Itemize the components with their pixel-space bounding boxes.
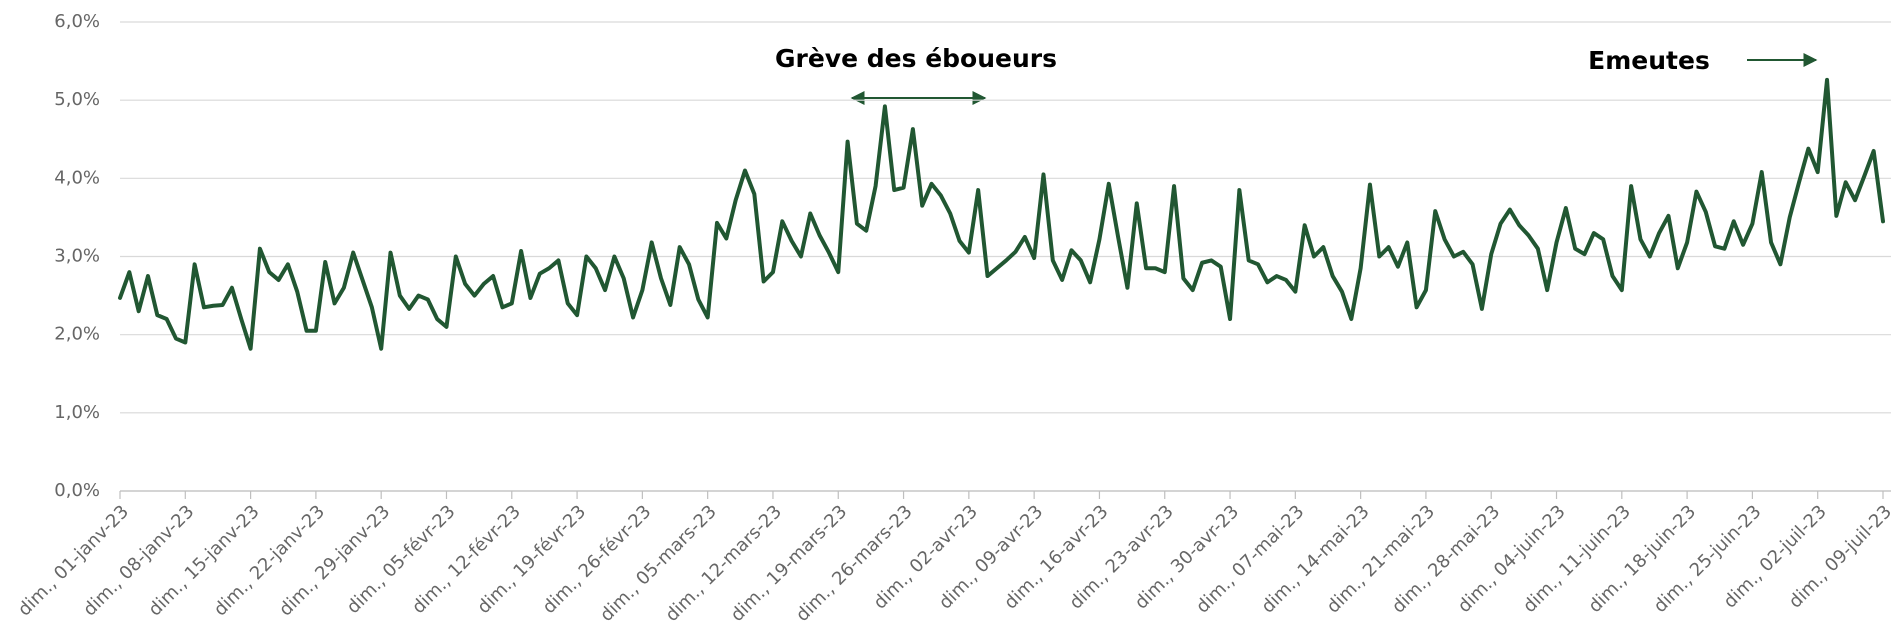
x-tick-label: dim., 26-mars-23 [792, 501, 917, 626]
annotation: Emeutes [1588, 46, 1710, 75]
data-line [118, 77, 1885, 351]
x-tick-label: dim., 15-janv-23 [144, 501, 263, 620]
x-tick-label: dim., 12-mars-23 [661, 501, 786, 626]
y-tick-label: 3,0% [54, 246, 100, 267]
y-tick-label: 5,0% [54, 89, 100, 110]
x-tick-label: dim., 19-févr-23 [473, 501, 590, 618]
x-tick-label: dim., 05-mars-23 [596, 501, 721, 626]
annotation: Grève des éboueurs [775, 44, 1057, 73]
x-tick-label: dim., 29-janv-23 [275, 501, 394, 620]
x-tick-label: dim., 19-mars-23 [727, 501, 852, 626]
x-tick-label: dim., 05-févr-23 [343, 501, 460, 618]
y-tick-label: 2,0% [54, 324, 100, 345]
y-tick-label: 4,0% [54, 167, 100, 188]
x-tick-label: dim., 12-févr-23 [408, 501, 525, 618]
y-tick-label: 1,0% [54, 402, 100, 423]
x-tick-label: dim., 08-janv-23 [79, 501, 198, 620]
x-tick-label: dim., 22-janv-23 [210, 501, 329, 620]
x-tick-label: dim., 01-janv-23 [14, 501, 133, 620]
x-tick-label: dim., 26-févr-23 [539, 501, 656, 618]
y-tick-label: 0,0% [54, 480, 100, 501]
y-tick-label: 6,0% [54, 11, 100, 32]
